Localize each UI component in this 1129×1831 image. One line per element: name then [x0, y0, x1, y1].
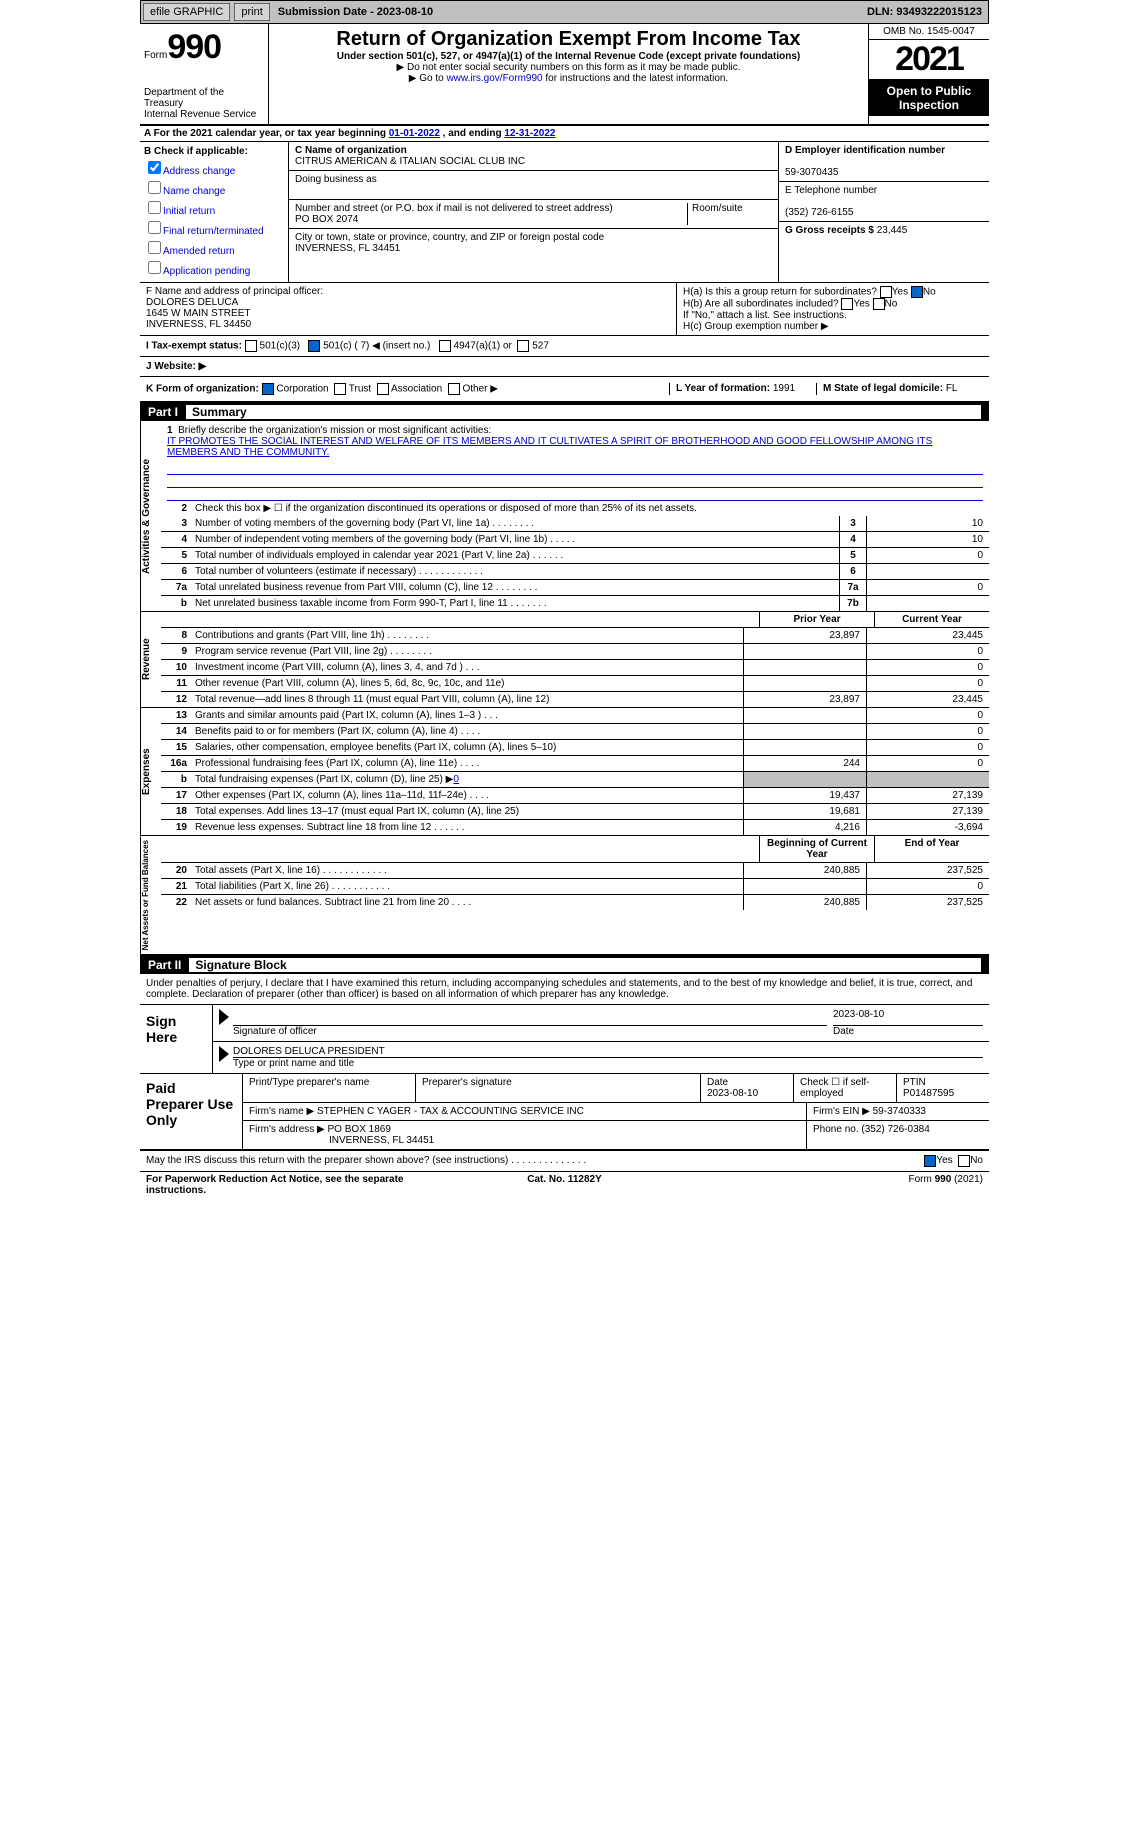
- firm-phone: Phone no. (352) 726-0384: [807, 1121, 989, 1149]
- tel-cell: E Telephone number(352) 726-6155: [779, 182, 989, 222]
- firm-ein: Firm's EIN ▶ 59-3740333: [807, 1103, 989, 1120]
- col-end-year: End of Year: [874, 836, 989, 862]
- form-note1: ▶ Do not enter social security numbers o…: [273, 62, 864, 73]
- form-of-org: K Form of organization: Corporation Trus…: [146, 383, 669, 395]
- efile-button[interactable]: efile GRAPHIC: [143, 3, 230, 21]
- prep-date: Date2023-08-10: [701, 1074, 794, 1102]
- street-cell: Number and street (or P.O. box if mail i…: [289, 200, 778, 229]
- irs-discuss-row: May the IRS discuss this return with the…: [140, 1151, 989, 1172]
- self-employed: Check ☐ if self-employed: [794, 1074, 897, 1102]
- arrow-icon: [219, 1046, 229, 1062]
- form-header: Form990 Department of the Treasury Inter…: [140, 24, 989, 126]
- dba-cell: Doing business as: [289, 171, 778, 200]
- tab-net-assets: Net Assets or Fund Balances: [140, 836, 161, 954]
- print-button[interactable]: print: [234, 3, 269, 21]
- room-suite: Room/suite: [687, 203, 772, 225]
- part1-header: Part ISummary: [140, 403, 989, 421]
- omb-number: OMB No. 1545-0047: [869, 24, 989, 40]
- paid-preparer-label: Paid Preparer Use Only: [140, 1074, 243, 1149]
- city-cell: City or town, state or province, country…: [289, 229, 778, 257]
- tab-expenses: Expenses: [140, 708, 161, 835]
- sig-officer-label: Signature of officer: [233, 1026, 317, 1037]
- form-title: Return of Organization Exempt From Incom…: [273, 28, 864, 51]
- principal-officer: F Name and address of principal officer:…: [140, 283, 677, 335]
- irs-link[interactable]: www.irs.gov/Form990: [446, 73, 542, 84]
- signature-intro: Under penalties of perjury, I declare th…: [140, 974, 989, 1005]
- chk-final-return[interactable]: Final return/terminated: [144, 218, 284, 237]
- part2-header: Part IISignature Block: [140, 956, 989, 974]
- tab-revenue: Revenue: [140, 612, 161, 707]
- chk-address-change[interactable]: Address change: [144, 158, 284, 177]
- row-a-calendar: A For the 2021 calendar year, or tax yea…: [140, 126, 989, 142]
- dept-treasury: Department of the Treasury: [144, 87, 264, 109]
- arrow-icon: [219, 1009, 229, 1025]
- col-current-year: Current Year: [874, 612, 989, 627]
- form-subtitle: Under section 501(c), 527, or 4947(a)(1)…: [273, 51, 864, 62]
- prep-name: Print/Type preparer's name: [243, 1074, 416, 1102]
- tax-year: 2021: [869, 40, 989, 80]
- form-note2: ▶ Go to www.irs.gov/Form990 for instruct…: [273, 73, 864, 84]
- col-begin-year: Beginning of Current Year: [759, 836, 874, 862]
- ptin: PTINP01487595: [897, 1074, 989, 1102]
- col-b-checkboxes: B Check if applicable: Address change Na…: [140, 142, 289, 282]
- website-row: J Website: ▶: [140, 357, 989, 377]
- chk-name-change[interactable]: Name change: [144, 178, 284, 197]
- prep-sig: Preparer's signature: [416, 1074, 701, 1102]
- col-prior-year: Prior Year: [759, 612, 874, 627]
- topbar: efile GRAPHIC print Submission Date - 20…: [140, 0, 989, 24]
- group-return: H(a) Is this a group return for subordin…: [677, 283, 989, 335]
- ein-cell: D Employer identification number59-30704…: [779, 142, 989, 182]
- line1: 1 Briefly describe the organization's mi…: [161, 421, 989, 462]
- submission-date-label: Submission Date - 2023-08-10: [278, 6, 433, 18]
- org-name-cell: C Name of organizationCITRUS AMERICAN & …: [289, 142, 778, 171]
- footer: For Paperwork Reduction Act Notice, see …: [140, 1172, 989, 1198]
- irs-label: Internal Revenue Service: [144, 109, 264, 120]
- chk-amended[interactable]: Amended return: [144, 238, 284, 257]
- chk-initial-return[interactable]: Initial return: [144, 198, 284, 217]
- gross-receipts: G Gross receipts $ 23,445: [779, 222, 989, 239]
- form-number: 990: [167, 28, 221, 66]
- tab-activities: Activities & Governance: [140, 421, 161, 611]
- firm-address: Firm's address ▶ PO BOX 1869INVERNESS, F…: [243, 1121, 807, 1149]
- year-formation: L Year of formation: 1991: [669, 383, 816, 395]
- form-label: Form: [144, 50, 167, 61]
- chk-app-pending[interactable]: Application pending: [144, 258, 284, 277]
- dln: DLN: 93493222015123: [867, 6, 986, 18]
- open-inspection: Open to Public Inspection: [869, 80, 989, 116]
- firm-name: Firm's name ▶ STEPHEN C YAGER - TAX & AC…: [243, 1103, 807, 1120]
- state-domicile: M State of legal domicile: FL: [816, 383, 983, 395]
- sign-here-label: Sign Here: [140, 1005, 213, 1073]
- sig-name: DOLORES DELUCA PRESIDENT: [233, 1046, 983, 1058]
- sig-date: 2023-08-10: [833, 1009, 983, 1026]
- tax-exempt-status: I Tax-exempt status: 501(c)(3) 501(c) ( …: [140, 336, 989, 356]
